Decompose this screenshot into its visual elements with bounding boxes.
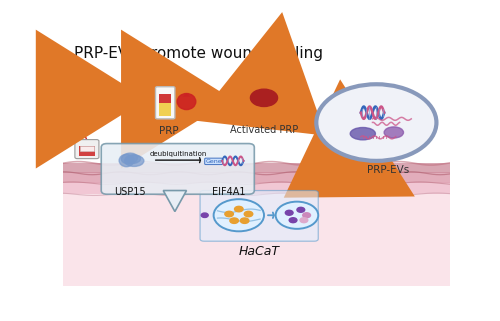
Ellipse shape <box>350 127 376 140</box>
Circle shape <box>303 213 310 218</box>
Text: USP15: USP15 <box>114 187 146 197</box>
Ellipse shape <box>384 127 404 138</box>
Circle shape <box>250 89 278 107</box>
Polygon shape <box>182 93 190 97</box>
Bar <box>62 182 450 194</box>
Ellipse shape <box>119 154 134 167</box>
Bar <box>160 94 171 103</box>
Circle shape <box>234 206 243 212</box>
Text: Gene: Gene <box>206 159 222 164</box>
Ellipse shape <box>122 153 138 164</box>
Circle shape <box>225 211 234 217</box>
Bar <box>62 173 450 286</box>
Circle shape <box>297 207 304 212</box>
FancyBboxPatch shape <box>101 143 254 194</box>
Circle shape <box>286 210 293 215</box>
FancyBboxPatch shape <box>204 158 222 165</box>
Text: PRP-EVs: PRP-EVs <box>367 165 409 175</box>
Circle shape <box>240 218 249 223</box>
Text: deubiquitination: deubiquitination <box>150 151 207 157</box>
Circle shape <box>289 218 297 223</box>
Circle shape <box>316 84 436 161</box>
Text: PRP: PRP <box>159 126 179 136</box>
Circle shape <box>300 218 308 223</box>
Circle shape <box>276 202 318 229</box>
Text: EIF4A1: EIF4A1 <box>212 187 246 197</box>
Circle shape <box>214 199 264 231</box>
Bar <box>79 146 94 156</box>
Circle shape <box>230 218 238 223</box>
Polygon shape <box>163 191 186 212</box>
Bar <box>80 146 94 151</box>
Circle shape <box>244 211 253 217</box>
Bar <box>62 163 450 173</box>
FancyBboxPatch shape <box>156 87 175 119</box>
Bar <box>62 172 450 183</box>
Text: Activated PRP: Activated PRP <box>230 125 298 135</box>
Text: HaCaT: HaCaT <box>238 245 280 258</box>
Ellipse shape <box>126 155 140 163</box>
Ellipse shape <box>124 155 144 166</box>
FancyBboxPatch shape <box>200 191 318 241</box>
FancyBboxPatch shape <box>75 140 99 159</box>
Bar <box>160 103 171 117</box>
Circle shape <box>201 213 208 217</box>
Ellipse shape <box>177 93 196 109</box>
Text: PRP-EVs promote wound healing: PRP-EVs promote wound healing <box>74 46 323 61</box>
